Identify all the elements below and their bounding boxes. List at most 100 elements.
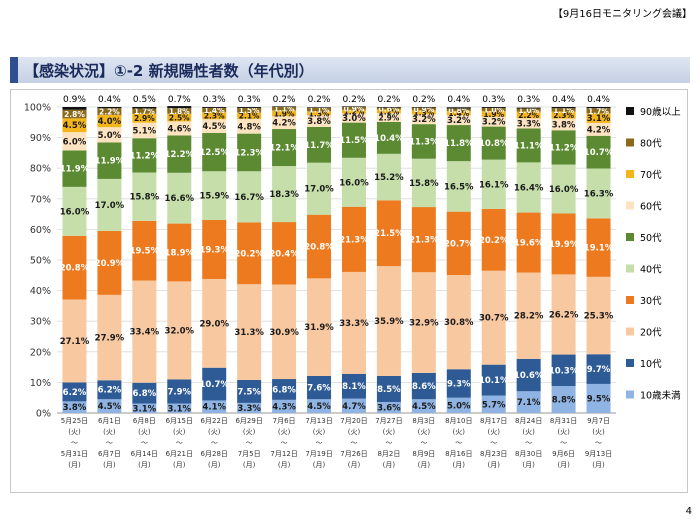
bar-segment: [97, 142, 122, 179]
x-tick-label: (火): [592, 428, 605, 436]
chart-panel: 0% 10% 20% 30% 40% 50% 60% 70% 80% 90% 100% 3.8% 6.2…: [10, 89, 688, 493]
bar-segment: [132, 280, 157, 383]
x-tick-label: 6月1日: [98, 417, 121, 425]
x-tick-label: (火): [68, 428, 81, 436]
legend-swatch: [626, 359, 634, 367]
data-label: 12.5%: [199, 148, 229, 158]
bar-segment: [202, 112, 227, 120]
data-label: 15.2%: [374, 173, 404, 183]
data-label: 7.1%: [517, 398, 541, 408]
bar-segment: [272, 379, 297, 400]
data-label: 0.8%: [448, 106, 469, 115]
data-label: 3.2%: [412, 115, 436, 125]
data-label: 4.1%: [202, 403, 226, 413]
bar-segment: [586, 135, 611, 169]
bar-segment: [307, 107, 332, 108]
data-label: 20.9%: [95, 259, 125, 269]
bar-segment: [307, 107, 332, 112]
data-label: 4.5%: [412, 402, 436, 412]
bar-segment: [446, 125, 471, 162]
x-tick-label: 6月22日: [201, 417, 228, 425]
x-tick-label: (月): [313, 461, 326, 469]
legend-swatch: [626, 138, 634, 147]
bar-segment: [481, 159, 506, 209]
x-tick-label: (月): [173, 461, 186, 469]
legend-swatch: [626, 296, 634, 304]
x-tick-label: (火): [487, 428, 500, 436]
data-label: 0.4%: [447, 95, 470, 105]
x-tick-label: 8月2日: [377, 450, 400, 458]
x-tick-label: (月): [68, 461, 81, 469]
bar-segment: [132, 138, 157, 173]
data-label: 16.6%: [165, 194, 195, 204]
data-label: 1.4%: [204, 106, 225, 115]
bar-segment: [237, 171, 262, 223]
x-tick-label: (火): [313, 428, 326, 436]
data-label: 3.8%: [307, 117, 331, 127]
data-label: 0.2%: [412, 95, 435, 105]
bar-segment: [551, 130, 576, 165]
data-label: 0.2%: [377, 95, 400, 105]
bar-segment: [341, 106, 366, 107]
stacked-bar-chart: 0% 10% 20% 30% 40% 50% 60% 70% 80% 90% 100% 3.8% 6.2…: [24, 95, 681, 469]
x-tick-label: 8月24日: [515, 417, 542, 425]
legend-label: 80代: [640, 139, 662, 150]
bar-segment: [167, 379, 192, 404]
x-tick-label: ～: [211, 439, 218, 447]
bar-segment: [481, 110, 506, 117]
bar-segment: [586, 168, 611, 219]
x-tick-label: (火): [138, 428, 151, 436]
data-label: 3.6%: [377, 403, 401, 413]
data-label: 1.0%: [483, 105, 504, 114]
bar-segment: [551, 118, 576, 131]
x-tick-label: 9月13日: [585, 450, 612, 458]
data-label: 0.4%: [587, 95, 610, 105]
bar-segment: [62, 150, 87, 187]
x-tick-label: (火): [173, 428, 186, 436]
data-label: 11.2%: [130, 151, 160, 161]
bar-segment: [411, 207, 436, 273]
data-label: 4.7%: [342, 402, 366, 412]
data-label: 28.2%: [514, 312, 544, 322]
data-label: 0.3%: [238, 95, 261, 105]
legend-swatch: [626, 390, 634, 399]
bar-segment: [62, 132, 87, 151]
bar-segment: [376, 200, 401, 267]
data-label: 30.7%: [479, 314, 509, 324]
bar-segment: [586, 383, 611, 413]
data-label: 12.2%: [165, 150, 195, 160]
bar-segment: [167, 281, 192, 380]
bar-segment: [272, 399, 297, 413]
x-tick-label: (月): [418, 461, 431, 469]
x-tick-label: (月): [487, 461, 500, 469]
bar-segment: [446, 211, 471, 275]
y-tick-label: 90%: [30, 133, 51, 144]
data-label: 1.5%: [239, 106, 260, 115]
bar-segment: [446, 115, 471, 126]
data-label: 17.0%: [304, 185, 334, 195]
bar-segment: [481, 107, 506, 108]
x-tick-label: 5月31日: [61, 450, 88, 458]
x-tick-label: ～: [490, 439, 497, 447]
x-tick-label: 6月15日: [166, 417, 193, 425]
data-label: 0.5%: [133, 95, 156, 105]
data-label: 19.9%: [549, 240, 579, 250]
bar-segment: [307, 278, 332, 376]
data-label: 4.5%: [98, 402, 122, 412]
data-label: 1.1%: [274, 105, 295, 114]
bar-segment: [202, 119, 227, 134]
bar-segment: [97, 178, 122, 231]
x-tick-label: ～: [316, 439, 323, 447]
bar-segment: [62, 118, 87, 133]
x-tick-label: ～: [420, 439, 427, 447]
x-tick-label: ～: [350, 439, 357, 447]
x-tick-label: 7月13日: [305, 417, 332, 425]
data-label: 15.9%: [199, 192, 229, 202]
data-label: 6.2%: [63, 388, 87, 398]
data-label: 10.7%: [584, 148, 614, 158]
bar-segment: [132, 108, 157, 114]
data-label: 16.1%: [479, 180, 509, 190]
data-label: 21.3%: [339, 235, 369, 245]
data-label: 3.8%: [552, 120, 576, 130]
x-tick-label: 9月6日: [552, 450, 575, 458]
